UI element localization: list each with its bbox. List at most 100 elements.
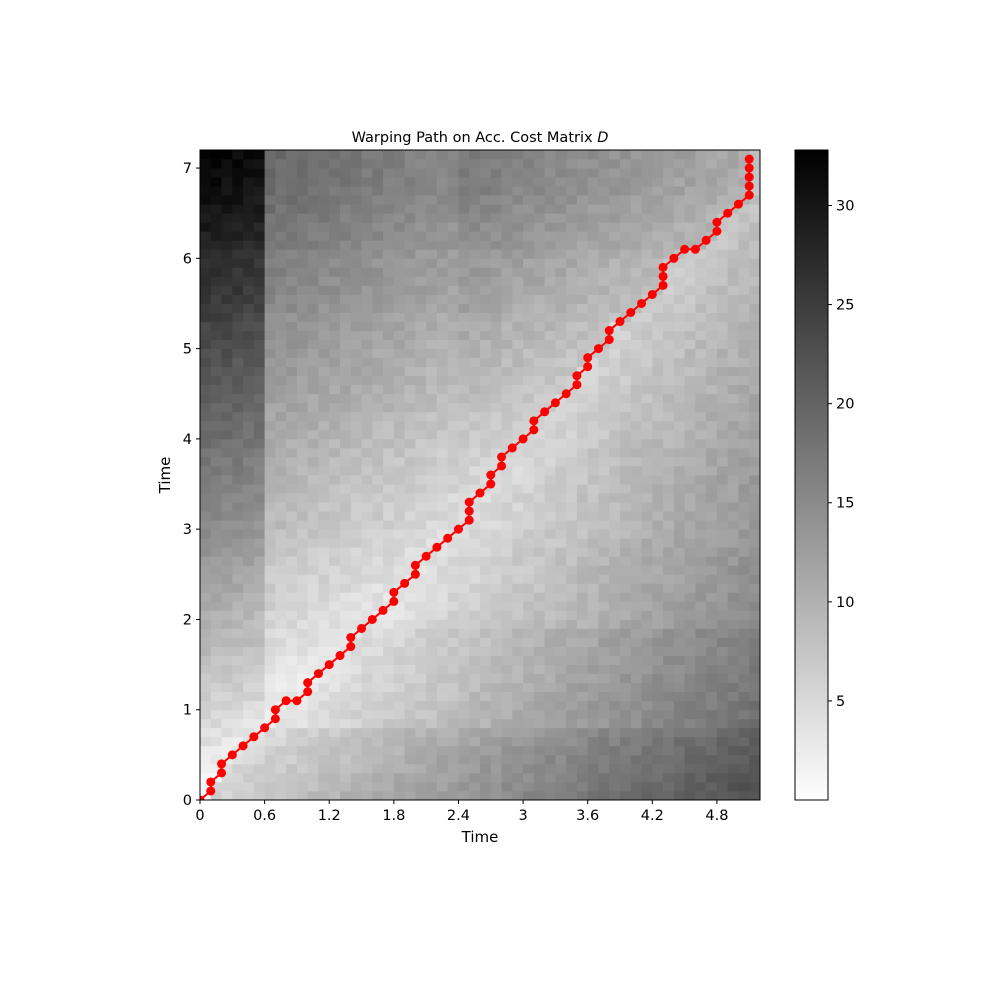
heatmap-cell bbox=[243, 213, 255, 223]
heatmap-cell bbox=[749, 745, 760, 756]
heatmap-cell bbox=[544, 556, 556, 566]
heatmap-cell bbox=[652, 258, 664, 268]
heatmap-cell bbox=[555, 267, 567, 277]
heatmap-cell bbox=[749, 574, 760, 584]
heatmap-cell bbox=[630, 547, 642, 557]
heatmap-cell bbox=[275, 249, 287, 259]
heatmap-cell bbox=[533, 384, 546, 395]
heatmap-cell bbox=[264, 231, 276, 241]
heatmap-cell bbox=[232, 303, 244, 313]
heatmap-cell bbox=[415, 691, 427, 702]
heatmap-cell bbox=[340, 700, 352, 711]
heatmap-cell bbox=[501, 159, 513, 169]
heatmap-cell bbox=[630, 447, 642, 458]
heatmap-cell bbox=[684, 736, 696, 747]
heatmap-cell bbox=[630, 484, 642, 494]
heatmap-cell bbox=[620, 150, 632, 160]
heatmap-cell bbox=[329, 529, 341, 539]
heatmap-cell bbox=[738, 240, 750, 250]
heatmap-cell bbox=[447, 195, 459, 205]
heatmap-cell bbox=[286, 186, 298, 196]
heatmap-cell bbox=[716, 691, 729, 702]
heatmap-cell bbox=[523, 456, 535, 467]
heatmap-cell bbox=[727, 628, 739, 638]
heatmap-cell bbox=[361, 673, 373, 684]
heatmap-cell bbox=[620, 556, 632, 566]
heatmap-cell bbox=[447, 745, 459, 756]
heatmap-cell bbox=[415, 718, 427, 729]
heatmap-cell bbox=[264, 411, 276, 422]
heatmap-cell bbox=[329, 772, 341, 783]
heatmap-cell bbox=[727, 456, 739, 467]
heatmap-cell bbox=[641, 475, 653, 485]
heatmap-cell bbox=[609, 384, 621, 395]
heatmap-cell bbox=[620, 438, 632, 449]
heatmap-cell bbox=[501, 547, 513, 557]
heatmap-cell bbox=[383, 592, 395, 602]
heatmap-cell bbox=[576, 465, 589, 476]
heatmap-cell bbox=[555, 285, 567, 295]
heatmap-cell bbox=[598, 348, 610, 359]
heatmap-cell bbox=[566, 628, 578, 638]
heatmap-cell bbox=[609, 177, 621, 187]
heatmap-cell bbox=[727, 520, 739, 530]
heatmap-cell bbox=[652, 547, 664, 557]
heatmap-cell bbox=[264, 628, 276, 638]
heatmap-cell bbox=[329, 213, 341, 223]
heatmap-cell bbox=[253, 637, 266, 647]
heatmap-cell bbox=[447, 790, 459, 800]
heatmap-cell bbox=[684, 754, 696, 765]
heatmap-cell bbox=[555, 213, 567, 223]
heatmap-cell bbox=[296, 700, 309, 711]
heatmap-cell bbox=[307, 736, 319, 747]
heatmap-cell bbox=[695, 646, 707, 656]
heatmap-cell bbox=[393, 655, 406, 665]
heatmap-cell bbox=[673, 601, 686, 611]
heatmap-cell bbox=[253, 736, 266, 747]
heatmap-cell bbox=[275, 565, 287, 575]
heatmap-cell bbox=[350, 601, 362, 611]
heatmap-cell bbox=[727, 213, 739, 223]
heatmap-cell bbox=[469, 366, 481, 377]
heatmap-cell bbox=[620, 159, 632, 169]
heatmap-cell bbox=[738, 438, 750, 449]
heatmap-cell bbox=[436, 186, 449, 196]
warping-path-point bbox=[723, 208, 733, 218]
heatmap-cell bbox=[609, 168, 621, 178]
heatmap-cell bbox=[620, 745, 632, 756]
heatmap-cell bbox=[641, 357, 653, 368]
heatmap-cell bbox=[695, 294, 707, 304]
heatmap-cell bbox=[361, 186, 373, 196]
heatmap-cell bbox=[264, 465, 276, 476]
heatmap-cell bbox=[436, 321, 449, 331]
heatmap-cell bbox=[555, 411, 567, 422]
heatmap-cell bbox=[340, 312, 352, 322]
heatmap-cell bbox=[620, 213, 632, 223]
heatmap-cell bbox=[609, 502, 621, 512]
heatmap-cell bbox=[361, 763, 373, 774]
heatmap-cell bbox=[200, 339, 212, 350]
heatmap-cell bbox=[426, 366, 438, 377]
heatmap-cell bbox=[738, 303, 750, 313]
heatmap-cell bbox=[243, 718, 255, 729]
heatmap-cell bbox=[598, 330, 610, 340]
heatmap-cell bbox=[253, 213, 266, 223]
heatmap-cell bbox=[436, 447, 449, 458]
heatmap-cell bbox=[598, 294, 610, 304]
heatmap-cell bbox=[210, 583, 222, 593]
heatmap-cell bbox=[490, 790, 502, 800]
heatmap-cell bbox=[458, 691, 470, 702]
heatmap-cell bbox=[501, 601, 513, 611]
heatmap-cell bbox=[652, 601, 664, 611]
heatmap-cell bbox=[393, 249, 406, 259]
heatmap-cell bbox=[706, 456, 718, 467]
heatmap-cell bbox=[275, 285, 287, 295]
heatmap-cell bbox=[393, 195, 406, 205]
heatmap-cell bbox=[296, 384, 309, 395]
heatmap-cell bbox=[501, 574, 513, 584]
heatmap-cell bbox=[372, 574, 384, 584]
y-tick-label: 3 bbox=[183, 522, 192, 538]
heatmap-cell bbox=[415, 177, 427, 187]
heatmap-cell bbox=[383, 456, 395, 467]
heatmap-cell bbox=[458, 294, 470, 304]
